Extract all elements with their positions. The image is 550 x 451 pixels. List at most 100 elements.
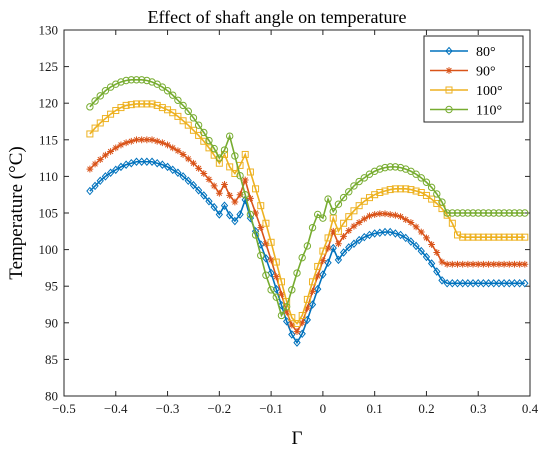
data-point: [480, 260, 487, 268]
data-point: [184, 176, 192, 186]
data-point: [272, 273, 280, 281]
data-point: [215, 159, 223, 167]
data-point: [334, 255, 343, 265]
data-point: [215, 210, 223, 219]
data-point: [402, 216, 410, 223]
data-point: [277, 278, 285, 286]
data-point: [101, 87, 110, 95]
data-point: [138, 136, 146, 144]
data-point: [174, 112, 182, 120]
data-point: [423, 234, 430, 242]
data-point: [334, 200, 343, 208]
data-point: [107, 148, 114, 155]
data-point: [231, 152, 239, 160]
data-point: [143, 157, 151, 167]
data-point: [127, 101, 135, 109]
data-point: [205, 197, 213, 206]
data-point: [350, 182, 358, 190]
data-point: [107, 110, 115, 118]
data-point: [510, 279, 519, 288]
data-point: [454, 231, 462, 239]
data-point: [288, 330, 296, 339]
data-point: [500, 279, 508, 288]
data-point: [112, 165, 120, 175]
data-point: [350, 222, 358, 230]
data-point: [277, 311, 286, 320]
data-point: [247, 194, 254, 202]
axes: −0.5 −0.4 −0.3 −0.2 −0.1 0 0.1 0.2 0.3 0.4 80 85 90 9…: [39, 23, 539, 417]
data-point: [298, 311, 306, 319]
data-point: [397, 213, 404, 221]
data-point: [453, 209, 462, 217]
data-point: [190, 159, 197, 167]
data-point: [443, 279, 451, 288]
data-point: [459, 279, 467, 288]
data-point: [402, 185, 410, 193]
data-point: [427, 259, 436, 268]
data-point: [303, 242, 312, 250]
y-tick-label: 125: [39, 59, 59, 74]
data-point: [464, 233, 472, 241]
data-point: [521, 233, 529, 241]
legend-label: 90°: [476, 65, 496, 80]
x-tick-label: 0.3: [470, 401, 486, 416]
data-point: [511, 260, 518, 268]
data-point: [91, 181, 99, 191]
data-point: [334, 227, 342, 235]
data-point: [267, 238, 275, 246]
data-point: [355, 177, 363, 186]
data-point: [179, 117, 187, 125]
x-tick-label: 0.2: [418, 401, 434, 416]
data-point: [324, 258, 332, 268]
data-point: [454, 260, 461, 268]
data-point: [288, 286, 296, 294]
data-point: [433, 199, 441, 207]
y-axis-title: Temperature (°C): [6, 146, 27, 279]
data-point: [422, 178, 431, 186]
data-point: [448, 209, 457, 217]
y-tick-label: 115: [39, 132, 58, 147]
data-point: [158, 83, 167, 91]
data-point: [485, 260, 492, 268]
data-point: [226, 192, 234, 199]
data-point: [433, 267, 441, 276]
data-point: [303, 304, 311, 312]
data-point: [303, 295, 311, 303]
data-point: [86, 130, 94, 138]
data-point: [91, 97, 99, 105]
y-tick-label: 90: [45, 315, 58, 330]
data-point: [137, 76, 146, 84]
data-point: [381, 163, 389, 172]
data-point: [236, 171, 244, 180]
data-point: [189, 126, 197, 134]
data-point: [319, 214, 327, 222]
data-point: [490, 233, 498, 241]
x-tick-label: −0.2: [208, 401, 232, 416]
data-point: [257, 251, 265, 260]
data-point: [148, 157, 156, 167]
data-point: [221, 181, 228, 188]
data-point: [469, 209, 477, 217]
data-point: [164, 141, 171, 149]
data-point: [200, 170, 208, 177]
data-point: [225, 132, 234, 140]
y-tick-label: 95: [45, 279, 58, 294]
data-point: [360, 174, 369, 182]
data-point: [500, 233, 508, 241]
data-point: [314, 272, 322, 280]
data-point: [433, 190, 441, 198]
data-point: [267, 286, 275, 294]
data-point: [345, 188, 353, 196]
series-line: [89, 78, 525, 318]
data-point: [308, 223, 317, 232]
data-point: [355, 202, 363, 210]
data-point: [366, 212, 373, 220]
series-line: [89, 103, 525, 325]
legend-label: 110°: [476, 104, 502, 119]
data-point: [448, 260, 456, 268]
data-point: [278, 290, 285, 298]
data-point: [127, 76, 136, 84]
data-point: [215, 189, 223, 197]
data-point: [246, 210, 255, 219]
